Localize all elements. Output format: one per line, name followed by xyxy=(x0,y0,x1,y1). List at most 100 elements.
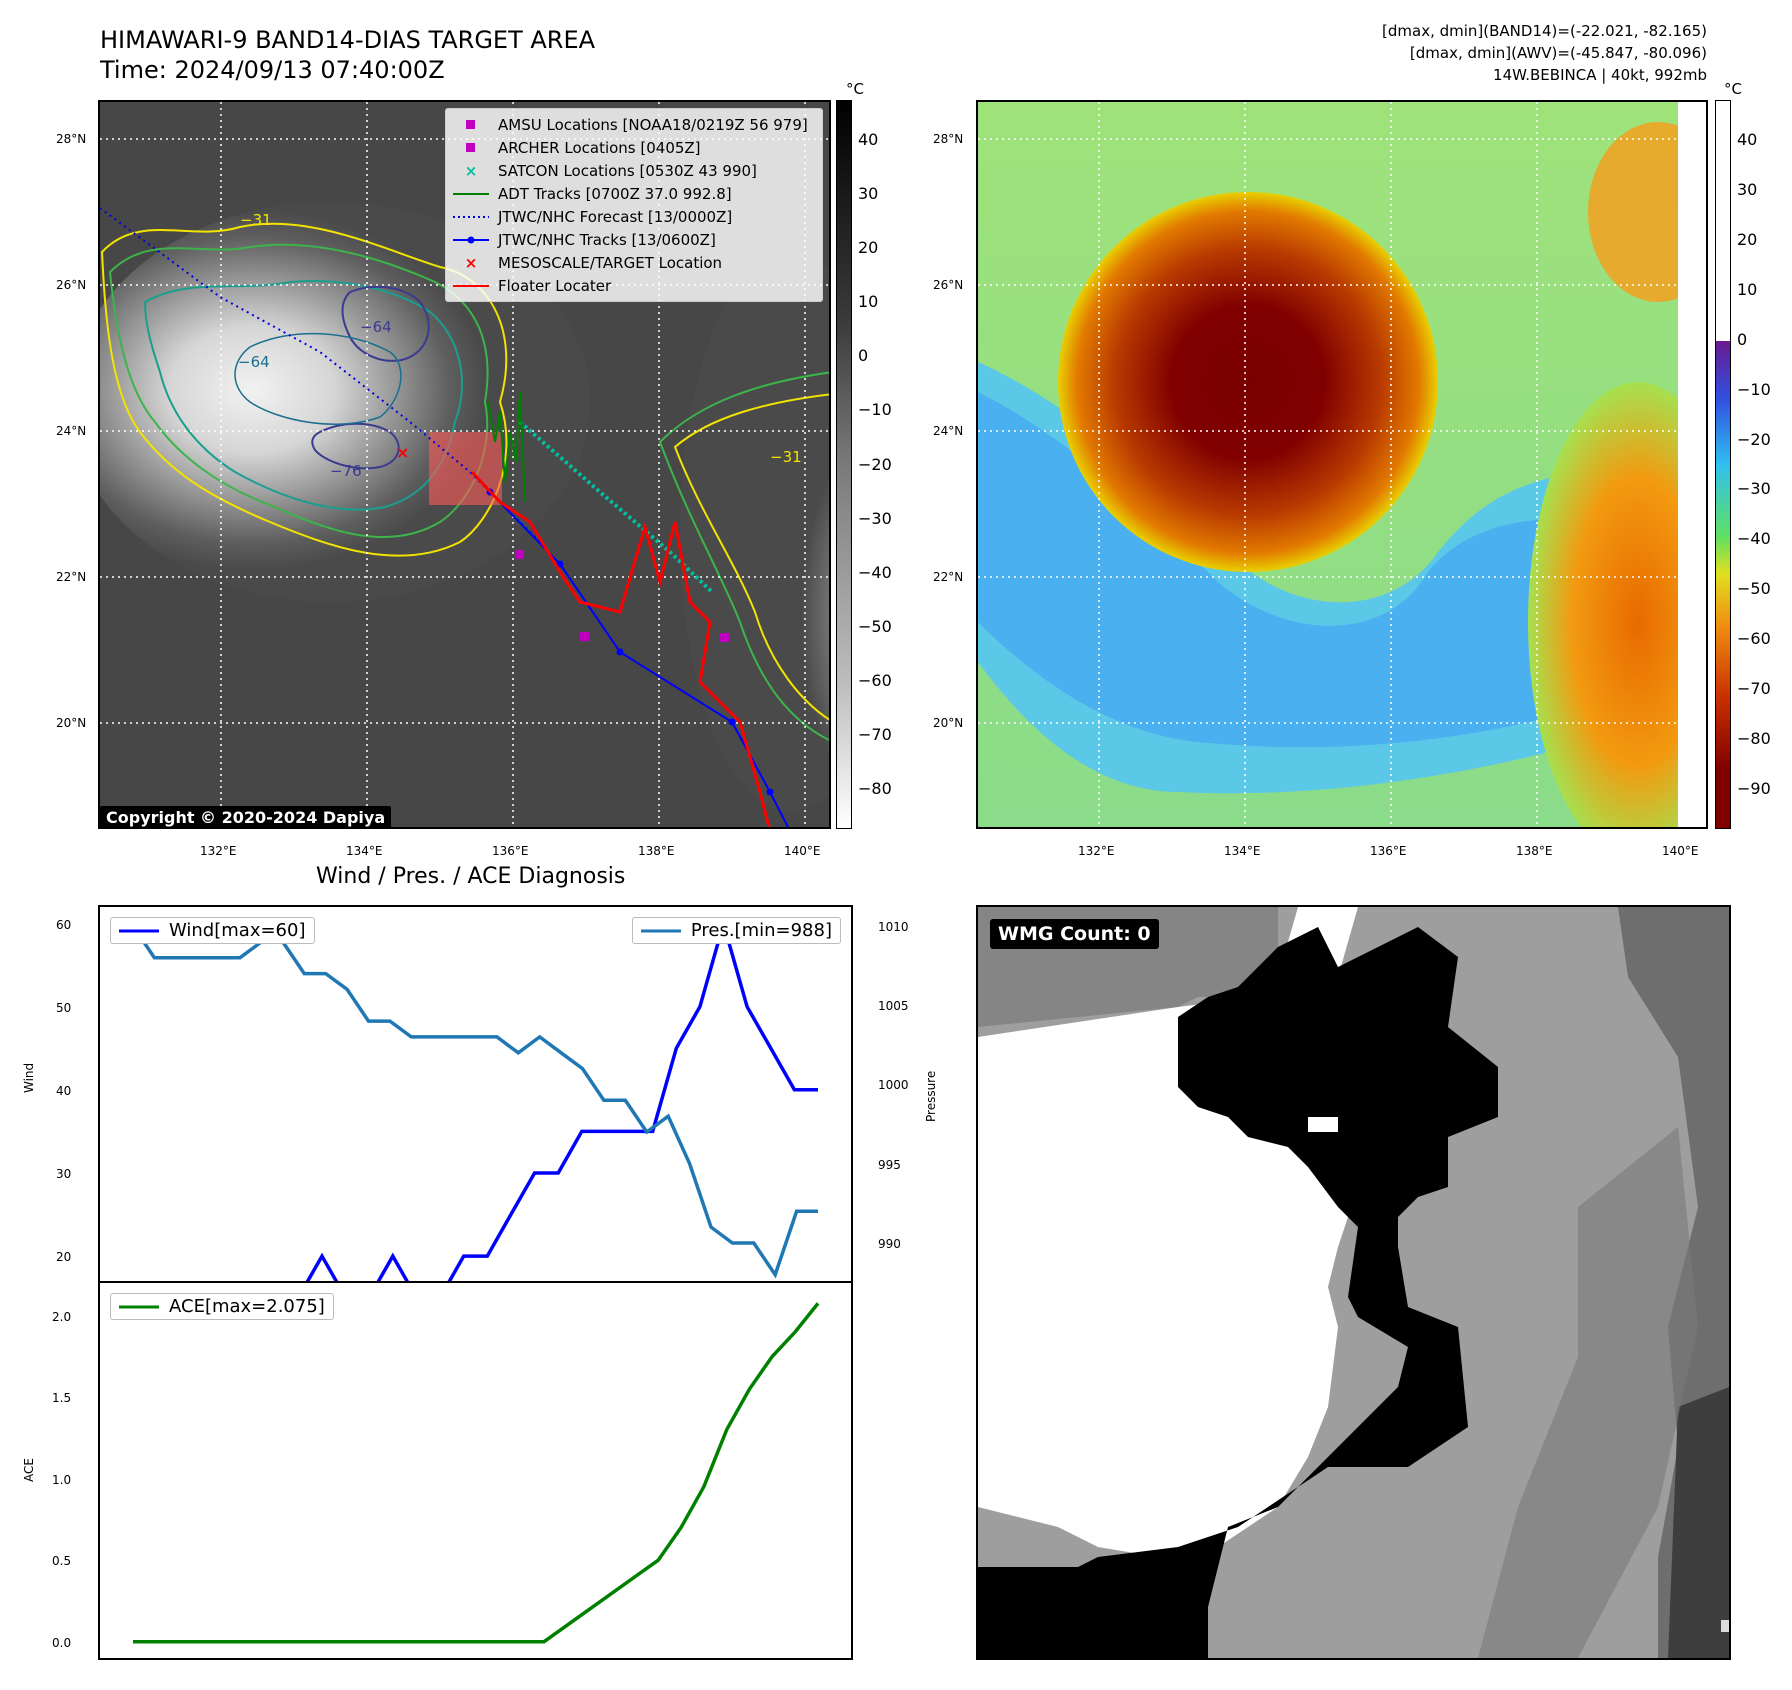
y-tick: 1.5 xyxy=(52,1391,72,1406)
cbar-tick: 0 xyxy=(858,346,869,366)
y-tick: 60 xyxy=(56,917,72,932)
y-tick: 2.0 xyxy=(52,1309,72,1324)
cbar-tick: −20 xyxy=(1737,429,1771,449)
awv-colorbar xyxy=(1715,100,1731,829)
lon-tick: 140°E xyxy=(1662,844,1699,858)
lon-tick: 134°E xyxy=(346,844,383,858)
figure-title: HIMAWARI-9 BAND14-DIAS TARGET AREA xyxy=(100,26,596,54)
wind-pressure-panel: Wind[max=60] Pres.[min=988] xyxy=(98,905,853,1283)
amsu-marker-2 xyxy=(720,633,729,642)
cbar-tick: 30 xyxy=(1737,179,1758,199)
cbar-tick: −40 xyxy=(858,562,892,582)
copyright-label: Copyright © 2020-2024 Dapiya xyxy=(100,806,392,829)
y-tick: 40 xyxy=(56,1083,72,1098)
y-tick: 1005 xyxy=(878,999,909,1014)
cbar-tick: −50 xyxy=(1737,579,1771,599)
wmg-image xyxy=(978,907,1729,1658)
y-tick: 995 xyxy=(878,1157,901,1172)
ace-panel: ACE[max=2.075] xyxy=(98,1281,853,1660)
cbar-tick: −60 xyxy=(1737,629,1771,649)
dmax-band14: [dmax, dmin](BAND14)=(-22.021, -82.165) xyxy=(1382,22,1707,40)
wind-legend: Wind[max=60] xyxy=(110,917,315,944)
cbar-tick: 30 xyxy=(858,184,879,204)
ace-plot xyxy=(133,1302,820,1644)
lon-tick: 132°E xyxy=(1078,844,1115,858)
lat-tick: 22°N xyxy=(56,570,87,584)
cbar-tick: −80 xyxy=(1737,729,1771,749)
cbar-tick: −70 xyxy=(1737,679,1771,699)
pressure-series-line xyxy=(131,925,818,1279)
pressure-legend: Pres.[min=988] xyxy=(631,917,841,944)
adt-track xyxy=(487,391,526,503)
ace-axis-label: ACE xyxy=(22,1458,36,1482)
cbar-tick: 20 xyxy=(1737,229,1758,249)
target-marker: × xyxy=(396,443,409,462)
awv-gridlines xyxy=(978,102,1706,827)
y-tick: 0.0 xyxy=(52,1635,72,1650)
y-tick: 1010 xyxy=(878,920,909,935)
lon-tick: 140°E xyxy=(784,844,821,858)
cbar-tick: −10 xyxy=(1737,379,1771,399)
lat-tick: 28°N xyxy=(56,132,87,146)
cbar-tick: −50 xyxy=(858,616,892,636)
cbar-tick: −90 xyxy=(1737,779,1771,798)
amsu-marker xyxy=(515,550,524,559)
y-tick: 0.5 xyxy=(52,1554,72,1569)
legend-item-archer: ARCHER Locations [0405Z] xyxy=(452,136,816,159)
cbar-tick: −30 xyxy=(1737,479,1771,499)
cbar-tick: 0 xyxy=(1737,329,1748,349)
lat-tick: 24°N xyxy=(933,424,964,438)
cbar-tick: 10 xyxy=(1737,279,1758,299)
cbar-tick: −60 xyxy=(858,670,892,690)
ir-colorbar xyxy=(836,100,852,829)
lat-tick: 24°N xyxy=(56,424,87,438)
lon-tick: 136°E xyxy=(1370,844,1407,858)
contour-navy-2 xyxy=(311,422,400,470)
lat-tick: 20°N xyxy=(933,716,964,730)
cbar-tick: −70 xyxy=(858,724,892,744)
lat-tick: 26°N xyxy=(933,278,964,292)
cbar-tick: −10 xyxy=(858,400,892,420)
lon-tick: 138°E xyxy=(638,844,675,858)
contour-label: −76 xyxy=(330,462,362,480)
y-tick: 30 xyxy=(56,1166,72,1181)
wmg-black-region xyxy=(978,927,1498,1658)
archer-marker xyxy=(580,632,589,641)
figure-time: Time: 2024/09/13 07:40:00Z xyxy=(100,56,445,84)
legend-item-jtwc-tracks: JTWC/NHC Tracks [13/0600Z] xyxy=(452,228,816,251)
wind-series-line xyxy=(305,917,818,1281)
lon-tick: 134°E xyxy=(1224,844,1261,858)
storm-info: 14W.BEBINCA | 40kt, 992mb xyxy=(1493,66,1707,84)
wmg-count-badge: WMG Count: 0 xyxy=(990,919,1159,949)
cbar-tick: 10 xyxy=(858,292,879,312)
ace-series-line xyxy=(133,1302,820,1644)
lon-tick: 138°E xyxy=(1516,844,1553,858)
wind-axis-label: Wind xyxy=(22,1062,36,1093)
lat-tick: 20°N xyxy=(56,716,87,730)
contour-label: −31 xyxy=(240,211,272,229)
diagnosis-title: Wind / Pres. / ACE Diagnosis xyxy=(316,864,626,889)
cbar-tick: −40 xyxy=(1737,529,1771,549)
contour-label: −64 xyxy=(360,318,392,336)
cbar-tick: 20 xyxy=(858,238,879,258)
cbar-tick: −30 xyxy=(858,508,892,528)
contour-label: −31 xyxy=(770,448,802,466)
awv-map-panel xyxy=(976,100,1708,829)
ir-map-legend: AMSU Locations [NOAA18/0219Z 56 979] ARC… xyxy=(445,108,823,302)
legend-item-target: × MESOSCALE/TARGET Location xyxy=(464,253,723,272)
dmax-awv: [dmax, dmin](AWV)=(-45.847, -80.096) xyxy=(1409,44,1707,62)
cbar-tick: −20 xyxy=(858,454,892,474)
lat-tick: 26°N xyxy=(56,278,87,292)
lon-tick: 136°E xyxy=(492,844,529,858)
cbar-tick: −80 xyxy=(858,779,892,798)
lat-tick: 22°N xyxy=(933,570,964,584)
lon-tick: 132°E xyxy=(200,844,237,858)
satcon-track xyxy=(518,420,714,594)
legend-item-floater: Floater Locater xyxy=(453,276,612,295)
legend-item-satcon: × SATCON Locations [0530Z 43 990] xyxy=(464,161,757,180)
awv-cbar-unit: °C xyxy=(1724,80,1742,98)
wmg-panel: WMG Count: 0 xyxy=(976,905,1731,1660)
contour-navy xyxy=(341,285,430,362)
cbar-tick: 40 xyxy=(1737,130,1758,149)
floater-track xyxy=(470,470,771,827)
